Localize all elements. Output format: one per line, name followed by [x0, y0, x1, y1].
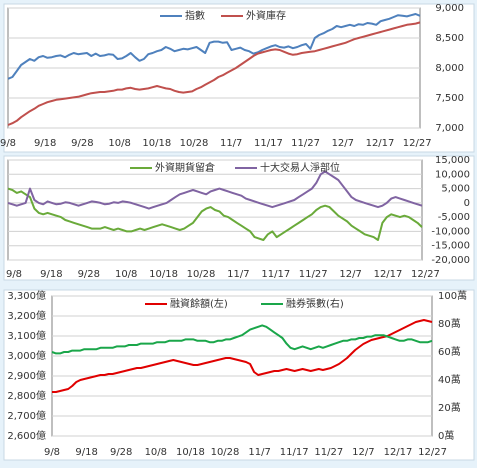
x-tick-label: 9/8: [0, 138, 16, 149]
y-tick-label: 7,000: [435, 123, 464, 134]
x-tick-label: 10/8: [145, 447, 167, 458]
x-tick-label: 12/17: [366, 138, 395, 149]
x-tick-label: 12/27: [418, 447, 447, 458]
legend-label: 融券張數(右): [286, 297, 344, 310]
y-tick-label: 5,000: [441, 184, 470, 195]
x-tick-label: 11/27: [314, 447, 343, 458]
y-tick-label-left: 2,600億: [7, 429, 46, 442]
y-tick-label: 7,500: [435, 93, 464, 104]
y-tick-label-right: 40萬: [438, 373, 461, 386]
y-tick-label-left: 2,700億: [7, 409, 46, 422]
series-line-1: [7, 187, 423, 241]
x-tick-label: 10/8: [108, 138, 130, 149]
x-tick-label: 12/27: [411, 269, 440, 280]
x-tick-label: 10/18: [176, 447, 205, 458]
y-tick-label-right: 0萬: [438, 429, 454, 442]
y-tick-label: 8,000: [435, 63, 464, 74]
x-tick-label: 9/8: [44, 447, 60, 458]
y-tick-label: 0: [464, 198, 470, 209]
x-tick-label: 12/7: [352, 447, 374, 458]
y-tick-label-left: 2,900億: [7, 369, 46, 382]
x-tick-label: 11/27: [299, 269, 328, 280]
y-tick-label-right: 20萬: [438, 401, 461, 414]
x-tick-label: 11/27: [291, 138, 320, 149]
y-tick-label-left: 3,300億: [7, 289, 46, 302]
x-tick-label: 9/28: [78, 269, 100, 280]
legend-label: 指數: [185, 9, 205, 22]
series-line-2: [51, 324, 433, 355]
y-tick-label-left: 2,800億: [7, 389, 46, 402]
x-tick-label: 11/7: [248, 447, 270, 458]
x-tick-label: 11/17: [280, 447, 309, 458]
x-tick-label: 10/28: [211, 447, 240, 458]
x-tick-label: 12/7: [339, 269, 361, 280]
y-tick-label-right: 60萬: [438, 345, 461, 358]
series-line-1: [7, 13, 421, 80]
legend-label: 融資餘額(左): [170, 297, 228, 310]
x-tick-label: 9/18: [40, 269, 62, 280]
x-tick-label: 12/27: [403, 138, 432, 149]
y-tick-label: -20,000: [431, 255, 470, 266]
y-tick-label: 9,000: [435, 3, 464, 14]
x-tick-label: 11/7: [220, 138, 242, 149]
x-tick-label: 12/17: [374, 269, 403, 280]
y-tick-label-left: 3,100億: [7, 329, 46, 342]
x-tick-label: 10/18: [149, 269, 178, 280]
x-tick-label: 10/8: [115, 269, 137, 280]
legend-label: 外資期貨留倉: [155, 161, 215, 174]
series-line-2: [7, 170, 423, 210]
x-tick-label: 11/7: [227, 269, 249, 280]
panel-background: [3, 289, 475, 461]
y-tick-label: -15,000: [431, 241, 470, 252]
y-tick-label: -10,000: [431, 226, 470, 237]
x-tick-label: 10/18: [142, 138, 171, 149]
x-tick-label: 10/28: [187, 269, 216, 280]
legend-label: 外資庫存: [246, 9, 286, 22]
y-tick-label: 15,000: [435, 155, 470, 166]
x-tick-label: 11/17: [254, 138, 283, 149]
series-line-2: [7, 21, 421, 126]
y-tick-label-left: 3,000億: [7, 349, 46, 362]
y-tick-label: -5,000: [438, 212, 470, 223]
y-tick-label-right: 80萬: [438, 317, 461, 330]
x-tick-label: 9/8: [6, 269, 22, 280]
x-tick-label: 10/28: [180, 138, 209, 149]
y-tick-label: 8,500: [435, 33, 464, 44]
x-tick-label: 9/18: [34, 138, 56, 149]
y-tick-label: 10,000: [435, 169, 470, 180]
panel-background: [3, 155, 475, 281]
legend-label: 十大交易人淨部位: [260, 161, 340, 174]
y-tick-label-right: 100萬: [438, 289, 467, 302]
x-tick-label: 9/28: [71, 138, 93, 149]
x-tick-label: 11/17: [261, 269, 290, 280]
x-tick-label: 9/28: [110, 447, 132, 458]
chart-panel-3: [3, 289, 475, 461]
y-tick-label-left: 3,200億: [7, 309, 46, 322]
chart-panel-1: [3, 3, 475, 153]
x-tick-label: 12/7: [332, 138, 354, 149]
series-line-1: [52, 319, 433, 393]
x-tick-label: 9/18: [75, 447, 97, 458]
chart-panel-2: [3, 155, 475, 281]
x-tick-label: 12/17: [384, 447, 413, 458]
